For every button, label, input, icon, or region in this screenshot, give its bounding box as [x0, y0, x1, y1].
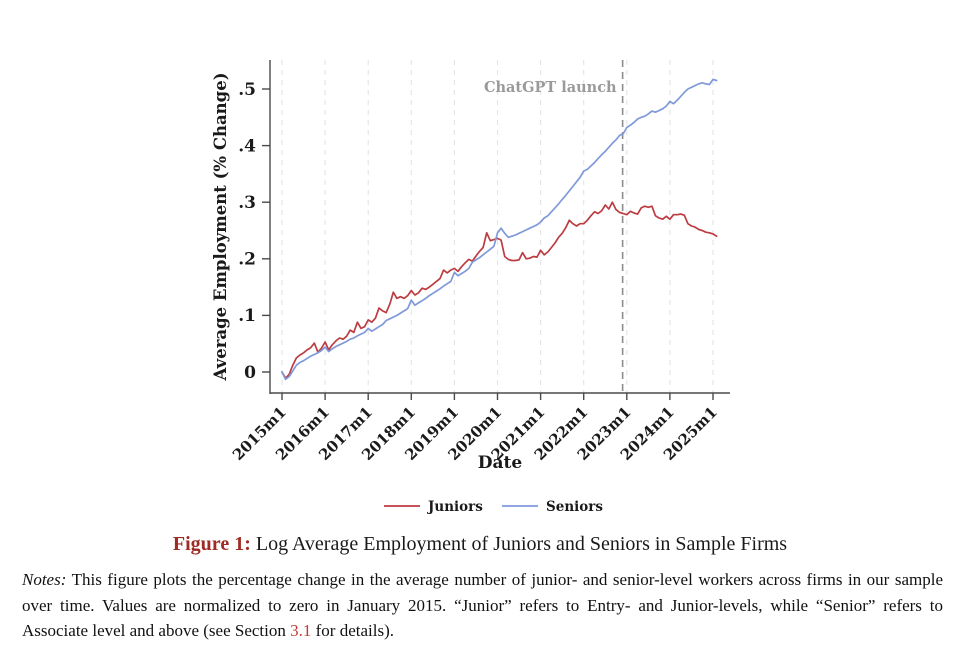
- y-tick-label: .1: [238, 306, 256, 326]
- notes-text-1: This figure plots the percentage change …: [22, 570, 943, 640]
- series-line-seniors: [281, 78, 718, 381]
- y-tick-label: .2: [238, 250, 256, 270]
- y-tick-label: 0: [244, 363, 256, 383]
- figure-caption: Figure 1: Log Average Employment of Juni…: [0, 531, 960, 557]
- figure-chart: ChatGPT launch 0.1.2.3.4.5 2015m1 2016m1 201…: [211, 60, 730, 515]
- series-line-juniors: [281, 201, 718, 380]
- section-link[interactable]: 3.1: [290, 621, 312, 640]
- figure-caption-text: Log Average Employment of Juniors and Se…: [250, 533, 788, 555]
- y-tick-label: .5: [238, 80, 256, 100]
- y-tick-label: .4: [238, 136, 256, 156]
- x-axis-title: Date: [478, 453, 523, 473]
- y-tick-label: .3: [238, 193, 256, 213]
- chatgpt-launch-label: ChatGPT launch: [484, 79, 617, 96]
- notes-text-2: for details).: [311, 621, 394, 640]
- notes-label: Notes:: [22, 570, 67, 589]
- legend-label-juniors: Juniors: [427, 499, 483, 515]
- figure-caption-label: Figure 1:: [172, 533, 251, 555]
- legend-label-seniors: Seniors: [546, 499, 603, 515]
- employment-line-chart: ChatGPT launch0.1.2.3.4.52015m12016m1201…: [211, 60, 730, 515]
- figure-notes: Notes: This figure plots the percentage …: [22, 567, 943, 644]
- y-axis-title: Average Employment (% Change): [211, 72, 230, 381]
